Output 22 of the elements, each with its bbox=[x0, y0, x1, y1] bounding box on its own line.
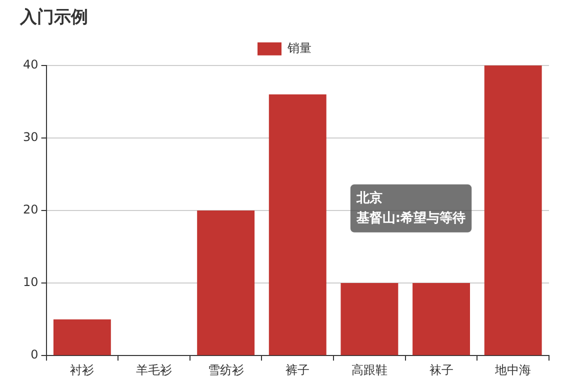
legend-label: 销量 bbox=[286, 41, 312, 56]
bar bbox=[412, 283, 470, 356]
annotation: 北京 bbox=[355, 190, 382, 206]
bar bbox=[197, 210, 255, 356]
x-tick-label: 裤子 bbox=[286, 362, 310, 377]
x-tick-label: 高跟鞋 bbox=[351, 362, 388, 377]
x-tick-label: 袜子 bbox=[429, 362, 454, 377]
annotation: 基督山:希望与等待 bbox=[355, 210, 466, 226]
chart-title: 入门示例 bbox=[19, 8, 88, 28]
y-tick-label: 20 bbox=[22, 202, 38, 217]
x-tick-label: 地中海 bbox=[494, 362, 532, 377]
bar bbox=[53, 319, 111, 356]
x-tick-label: 衬衫 bbox=[70, 362, 94, 377]
bar bbox=[484, 65, 542, 356]
bar bbox=[268, 94, 326, 356]
x-tick-label: 雪纺衫 bbox=[208, 362, 244, 377]
y-tick-label: 30 bbox=[22, 130, 38, 144]
y-tick-label: 40 bbox=[22, 58, 38, 72]
bar bbox=[340, 283, 398, 356]
x-tick-label: 羊毛衫 bbox=[136, 362, 172, 377]
y-tick-label: 0 bbox=[30, 348, 38, 362]
y-tick-label: 10 bbox=[22, 275, 38, 290]
